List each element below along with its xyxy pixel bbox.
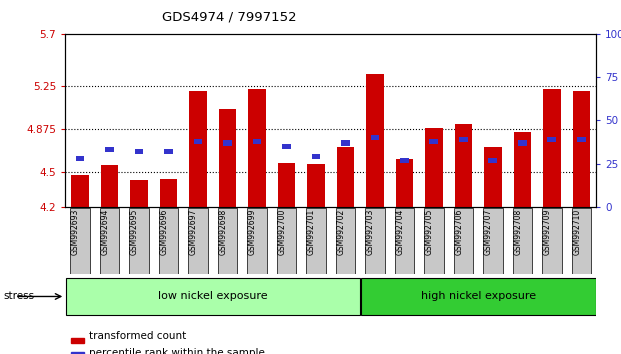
Bar xyxy=(577,137,586,142)
Text: GSM992705: GSM992705 xyxy=(425,209,434,256)
Bar xyxy=(76,156,84,161)
Bar xyxy=(573,91,590,207)
Bar xyxy=(71,175,89,207)
FancyBboxPatch shape xyxy=(365,208,384,274)
Bar xyxy=(459,137,468,142)
FancyBboxPatch shape xyxy=(361,278,596,315)
Bar xyxy=(400,158,409,163)
Bar xyxy=(514,132,531,207)
FancyBboxPatch shape xyxy=(277,208,296,274)
Text: GSM992707: GSM992707 xyxy=(484,209,493,256)
Text: GSM992710: GSM992710 xyxy=(573,209,581,255)
FancyBboxPatch shape xyxy=(218,208,237,274)
Bar xyxy=(194,138,202,144)
Text: GSM992693: GSM992693 xyxy=(71,209,80,256)
FancyBboxPatch shape xyxy=(542,208,561,274)
FancyBboxPatch shape xyxy=(336,208,355,274)
Bar xyxy=(253,138,261,144)
Text: GSM992701: GSM992701 xyxy=(307,209,316,255)
FancyBboxPatch shape xyxy=(129,208,148,274)
Bar xyxy=(337,147,354,207)
Bar xyxy=(105,147,114,153)
FancyBboxPatch shape xyxy=(513,208,532,274)
Bar xyxy=(455,124,472,207)
Text: percentile rank within the sample: percentile rank within the sample xyxy=(89,348,265,354)
FancyBboxPatch shape xyxy=(424,208,443,274)
Text: GSM992695: GSM992695 xyxy=(130,209,139,256)
Bar xyxy=(371,135,379,140)
Bar xyxy=(71,352,84,354)
Text: high nickel exposure: high nickel exposure xyxy=(420,291,536,302)
Bar xyxy=(278,163,295,207)
Bar xyxy=(425,129,443,207)
Bar xyxy=(312,154,320,159)
Bar xyxy=(71,338,84,343)
Text: GSM992702: GSM992702 xyxy=(337,209,345,255)
Bar xyxy=(484,147,502,207)
Bar xyxy=(223,140,232,145)
Bar xyxy=(248,89,266,207)
Bar xyxy=(135,149,143,154)
Bar xyxy=(548,137,556,142)
Text: GSM992708: GSM992708 xyxy=(514,209,522,255)
Text: low nickel exposure: low nickel exposure xyxy=(158,291,268,302)
FancyBboxPatch shape xyxy=(306,208,325,274)
Bar xyxy=(366,74,384,207)
Bar xyxy=(430,138,438,144)
Bar xyxy=(219,109,236,207)
Text: GSM992703: GSM992703 xyxy=(366,209,375,256)
Bar xyxy=(341,140,350,145)
Bar xyxy=(543,89,561,207)
Bar xyxy=(101,165,118,207)
FancyBboxPatch shape xyxy=(572,208,591,274)
Bar xyxy=(164,149,173,154)
Bar xyxy=(130,181,148,207)
Bar xyxy=(307,164,325,207)
Bar xyxy=(489,158,497,163)
Text: GSM992706: GSM992706 xyxy=(455,209,463,256)
Text: transformed count: transformed count xyxy=(89,331,186,341)
FancyBboxPatch shape xyxy=(70,208,89,274)
Text: stress: stress xyxy=(3,291,34,302)
Bar xyxy=(282,144,291,149)
FancyBboxPatch shape xyxy=(188,208,207,274)
Text: GSM992696: GSM992696 xyxy=(160,209,168,256)
FancyBboxPatch shape xyxy=(483,208,502,274)
FancyBboxPatch shape xyxy=(100,208,119,274)
FancyBboxPatch shape xyxy=(454,208,473,274)
Text: GSM992698: GSM992698 xyxy=(219,209,227,255)
Text: GSM992697: GSM992697 xyxy=(189,209,198,256)
Bar xyxy=(518,140,527,145)
Bar xyxy=(396,159,413,207)
FancyBboxPatch shape xyxy=(247,208,266,274)
Text: GSM992699: GSM992699 xyxy=(248,209,257,256)
Text: GSM992700: GSM992700 xyxy=(278,209,286,256)
FancyBboxPatch shape xyxy=(66,278,360,315)
Text: GDS4974 / 7997152: GDS4974 / 7997152 xyxy=(163,11,297,24)
FancyBboxPatch shape xyxy=(159,208,178,274)
Text: GSM992709: GSM992709 xyxy=(543,209,552,256)
Bar xyxy=(160,179,177,207)
FancyBboxPatch shape xyxy=(395,208,414,274)
Bar xyxy=(189,91,207,207)
Text: GSM992704: GSM992704 xyxy=(396,209,404,256)
Text: GSM992694: GSM992694 xyxy=(101,209,109,256)
